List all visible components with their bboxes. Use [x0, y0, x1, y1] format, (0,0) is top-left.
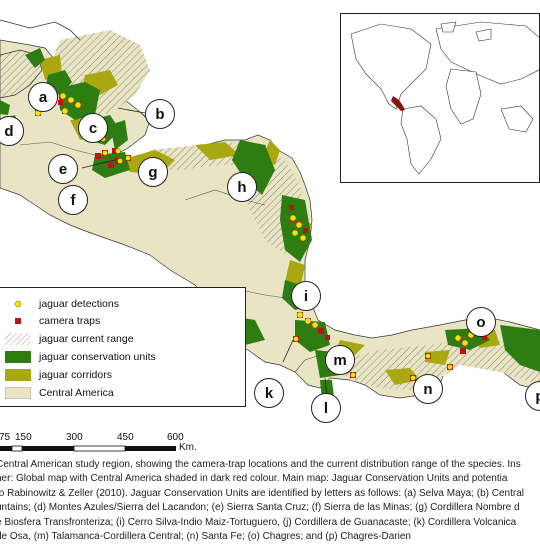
legend-label: jaguar conservation units — [39, 351, 156, 363]
caption-line: ner: Global map with Central America sha… — [0, 473, 508, 485]
scale-bar: 75 150 300 450 600 Km. — [0, 432, 200, 456]
unit-label-c: c — [78, 113, 108, 143]
figure-caption: Central American study region, showing t… — [0, 458, 540, 544]
legend-item-detections: jaguar detections — [0, 296, 247, 312]
legend-item-central-america: Central America — [0, 385, 247, 401]
legend-item-corridors: jaguar corridors — [0, 367, 247, 383]
unit-label-f: f — [58, 185, 88, 215]
scale-tick-label: 150 — [15, 432, 32, 443]
unit-label-e: e — [48, 154, 78, 184]
caption-line: untains; (d) Montes Azules/Sierra del La… — [0, 502, 520, 514]
caption-line: to Rabinowitz & Zeller (2010). Jaguar Co… — [0, 487, 525, 499]
unit-label-l: l — [311, 393, 341, 423]
unit-label-a: a — [28, 82, 58, 112]
scale-tick-label: 75 — [0, 432, 11, 443]
scale-tick-label: 300 — [66, 432, 83, 443]
legend-label: jaguar detections — [39, 298, 119, 310]
hatch-swatch-icon — [5, 333, 31, 345]
legend-label: jaguar current range — [39, 333, 134, 345]
scale-unit-label: Km. — [179, 442, 197, 453]
unit-label-k: k — [254, 378, 284, 408]
yellow-dot-icon — [5, 298, 31, 310]
green-swatch-icon — [5, 351, 31, 363]
olive-swatch-icon — [5, 369, 31, 381]
scale-tick-label: 600 — [167, 432, 184, 443]
map-legend: jaguar detections camera traps jaguar cu… — [0, 287, 246, 407]
coast-line-north — [0, 19, 81, 41]
unit-label-d: d — [0, 116, 24, 146]
unit-label-o: o — [466, 307, 496, 337]
legend-label: camera traps — [39, 315, 101, 327]
inset-continents — [350, 21, 539, 175]
scale-tick-label: 450 — [117, 432, 134, 443]
legend-item-camera-traps: camera traps — [0, 313, 247, 329]
caption-line: de Osa, (m) Talamanca-Cordillera Central… — [0, 531, 411, 543]
beige-swatch-icon — [5, 387, 31, 399]
inset-global-map — [340, 13, 540, 183]
range-hatch-panama — [330, 338, 540, 390]
scale-bar-graphic — [0, 445, 176, 452]
legend-label: Central America — [39, 387, 114, 399]
unit-label-g: g — [138, 157, 168, 187]
unit-label-h: h — [227, 172, 257, 202]
caption-line: e Biosfera Transfronteriza; (i) Cerro Si… — [0, 516, 517, 528]
legend-label: jaguar corridors — [39, 369, 112, 381]
legend-item-conservation-units: jaguar conservation units — [0, 349, 247, 365]
inset-central-america-highlight — [391, 96, 405, 111]
legend-item-current-range: jaguar current range — [0, 331, 247, 347]
unit-label-b: b — [145, 99, 175, 129]
red-square-icon — [5, 315, 31, 327]
unit-label-m: m — [325, 345, 355, 375]
caption-line: Central American study region, showing t… — [0, 459, 521, 470]
unit-label-i: i — [291, 281, 321, 311]
unit-label-n: n — [413, 374, 443, 404]
